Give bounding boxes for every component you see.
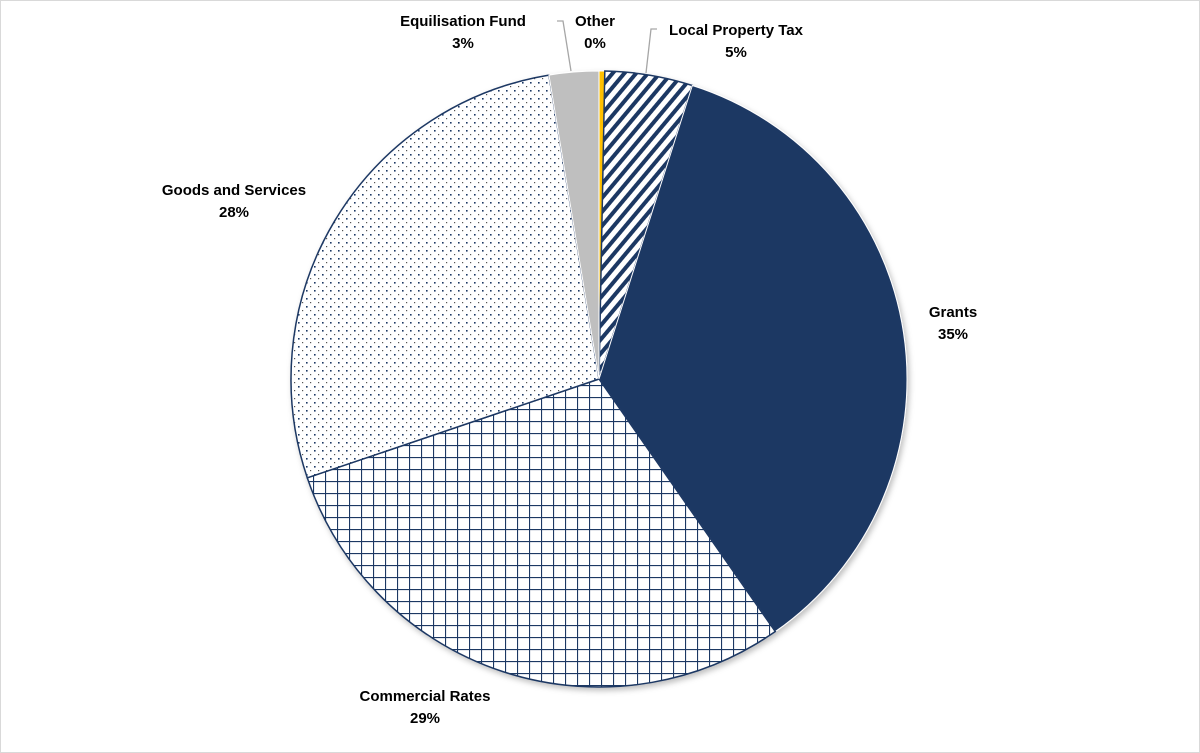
- slice-label: Local Property Tax 5%: [669, 22, 804, 61]
- slice-label: Grants 35%: [929, 304, 977, 343]
- slice-label: Other 0%: [575, 13, 615, 52]
- pie-slice-equilisation-fund: [548, 70, 600, 380]
- pie-slice-goods-and-services: [290, 74, 600, 479]
- leader-line: [557, 20, 572, 72]
- pie-slice-commercial-rates: [306, 378, 777, 688]
- pie-slice-grants: [598, 84, 908, 633]
- slice-label: Equilisation Fund 3%: [400, 13, 526, 52]
- slice-label: Goods and Services 28%: [162, 182, 306, 221]
- slice-label: Commercial Rates 29%: [360, 688, 491, 727]
- leader-line: [645, 28, 657, 74]
